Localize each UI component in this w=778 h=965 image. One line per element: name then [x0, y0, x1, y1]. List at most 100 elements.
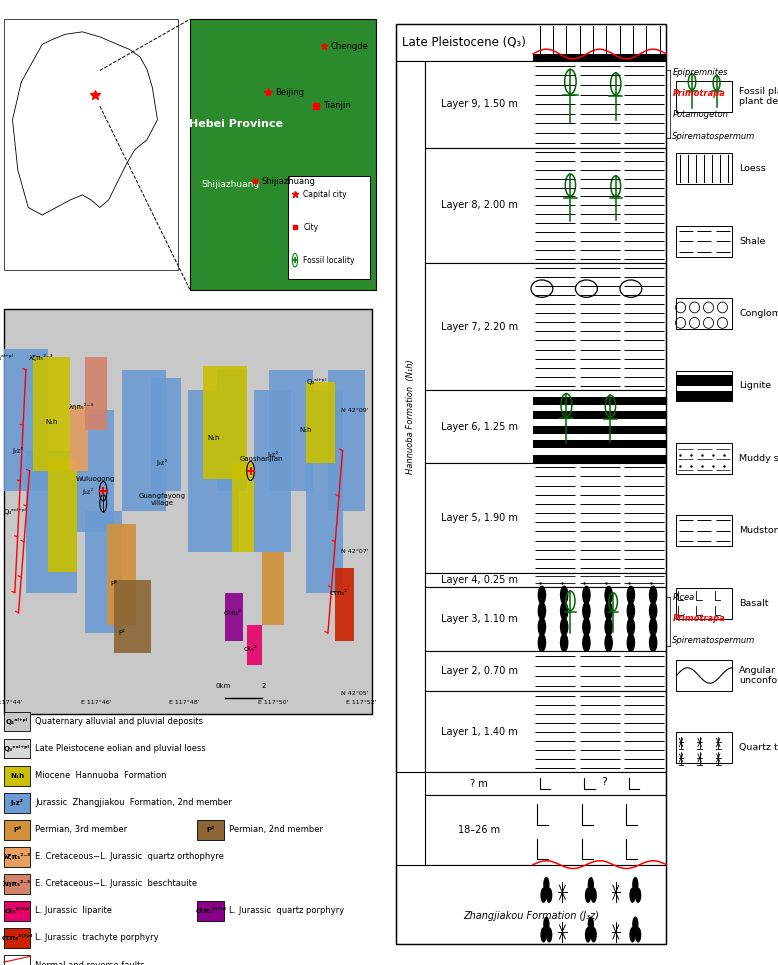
Bar	[26, 451, 78, 593]
Circle shape	[546, 888, 552, 903]
Circle shape	[543, 917, 549, 932]
Text: Tianjin: Tianjin	[323, 101, 351, 110]
Text: N₁h: N₁h	[45, 419, 58, 426]
Bar	[85, 511, 121, 633]
Text: Permian, 3rd member: Permian, 3rd member	[35, 825, 127, 835]
Bar	[335, 568, 354, 641]
Text: N₁h: N₁h	[10, 773, 24, 779]
Bar	[676, 153, 732, 184]
Bar	[533, 426, 667, 434]
Text: P²: P²	[207, 827, 215, 833]
Text: Q₄ᵃˡ⁺ᵖˡ: Q₄ᵃˡ⁺ᵖˡ	[0, 354, 14, 361]
Bar	[676, 391, 732, 401]
Text: P³: P³	[110, 581, 117, 588]
Text: Layer 3, 1.10 m: Layer 3, 1.10 m	[441, 614, 517, 623]
Circle shape	[605, 634, 612, 651]
Text: J₃z²: J₃z²	[13, 447, 24, 455]
Text: N 42°07': N 42°07'	[341, 549, 369, 555]
Circle shape	[635, 927, 641, 943]
Text: Beijing: Beijing	[275, 88, 303, 96]
Text: Conglomerate: Conglomerate	[739, 309, 778, 318]
Bar	[33, 357, 70, 471]
Bar	[4, 955, 30, 965]
Bar	[306, 390, 342, 593]
Text: Layer 5, 1.90 m: Layer 5, 1.90 m	[441, 512, 517, 523]
Bar	[533, 411, 667, 420]
Text: ? m: ? m	[471, 779, 488, 788]
Text: L. Jurassic  trachyte porphyry: L. Jurassic trachyte porphyry	[35, 933, 159, 943]
Bar	[4, 349, 48, 491]
Bar	[4, 766, 30, 786]
Bar	[426, 463, 667, 572]
Bar	[676, 732, 732, 763]
Text: cλ₅²: cλ₅²	[244, 647, 258, 652]
Circle shape	[629, 888, 636, 903]
Text: City: City	[303, 223, 318, 232]
Text: 18–26 m: 18–26 m	[458, 825, 500, 835]
Bar	[426, 148, 667, 263]
Bar	[306, 382, 335, 463]
Bar	[426, 795, 667, 865]
Text: cτπ₅²: cτπ₅²	[330, 590, 348, 595]
Text: λξπ₅²⁻³: λξπ₅²⁻³	[28, 354, 53, 361]
Bar	[247, 625, 261, 666]
Circle shape	[538, 587, 545, 604]
Bar	[328, 370, 365, 511]
Circle shape	[538, 619, 545, 636]
Text: Normal and reverse faults: Normal and reverse faults	[35, 960, 145, 965]
Circle shape	[541, 927, 547, 943]
Text: Wuluogong: Wuluogong	[76, 476, 116, 482]
Circle shape	[583, 634, 590, 651]
Circle shape	[627, 634, 635, 651]
Text: E 117°44': E 117°44'	[0, 701, 23, 705]
Bar	[114, 580, 151, 653]
Text: E 117°50': E 117°50'	[258, 701, 288, 705]
Circle shape	[650, 634, 657, 651]
Text: N 42°05': N 42°05'	[341, 691, 369, 697]
Bar	[198, 820, 224, 840]
Circle shape	[605, 602, 612, 620]
Circle shape	[585, 927, 591, 943]
Bar	[85, 357, 107, 430]
Text: N₁h: N₁h	[208, 435, 220, 442]
Bar	[395, 24, 667, 944]
Bar	[676, 443, 732, 474]
Bar	[70, 406, 89, 471]
Text: Lignite: Lignite	[739, 381, 772, 391]
Bar	[107, 524, 136, 625]
Circle shape	[627, 602, 635, 620]
Text: E. Cretaceous−L. Jurassic  beschtauite: E. Cretaceous−L. Jurassic beschtauite	[35, 879, 197, 889]
Text: J₃z²: J₃z²	[83, 487, 94, 495]
Bar	[676, 226, 732, 257]
Text: Q₃ᵉᵒˡ⁺ᵖˡ: Q₃ᵉᵒˡ⁺ᵖˡ	[3, 508, 26, 515]
Text: Shijiazhuang: Shijiazhuang	[202, 179, 260, 189]
Circle shape	[627, 587, 635, 604]
Text: Shale: Shale	[739, 236, 766, 246]
Circle shape	[605, 587, 612, 604]
Text: Layer 6, 1.25 m: Layer 6, 1.25 m	[441, 422, 517, 431]
Bar	[426, 691, 667, 772]
Bar	[48, 458, 78, 572]
Bar	[151, 377, 180, 491]
Text: cτπ₅²⁽³⁾ᵈ: cτπ₅²⁽³⁾ᵈ	[2, 935, 33, 941]
Text: 0km: 0km	[216, 683, 230, 689]
Circle shape	[543, 877, 549, 893]
Bar	[426, 587, 667, 650]
Bar	[225, 593, 244, 641]
Text: Late Pleistocene eolian and pluvial loess: Late Pleistocene eolian and pluvial loes…	[35, 744, 205, 754]
Circle shape	[650, 602, 657, 620]
Circle shape	[561, 619, 568, 636]
Circle shape	[561, 634, 568, 651]
Circle shape	[541, 888, 547, 903]
Text: Spirematospermum: Spirematospermum	[672, 131, 755, 141]
Bar	[426, 572, 667, 587]
Text: P³: P³	[13, 827, 21, 833]
Circle shape	[583, 587, 590, 604]
Bar	[232, 463, 254, 552]
Bar	[4, 19, 178, 270]
Bar	[254, 390, 291, 552]
Text: Zhangjiakou Formation (J₃z): Zhangjiakou Formation (J₃z)	[463, 911, 599, 921]
Text: Q₃ᵉᵒˡ⁺ᵖˡ: Q₃ᵉᵒˡ⁺ᵖˡ	[4, 745, 30, 753]
Bar	[4, 901, 30, 921]
Bar	[533, 54, 667, 61]
